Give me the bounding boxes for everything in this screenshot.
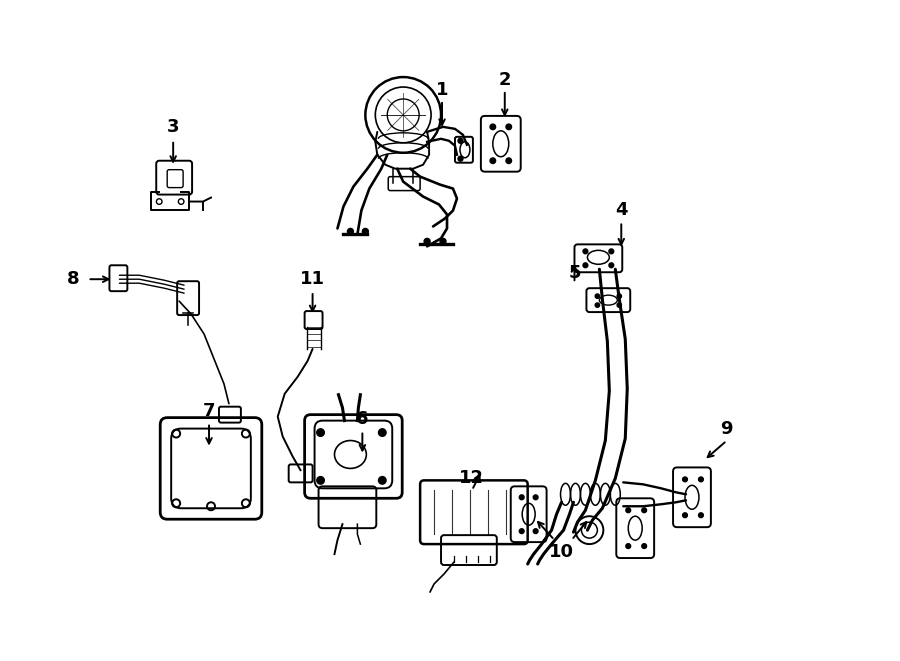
Circle shape [626,544,631,549]
Text: 11: 11 [300,270,325,288]
Circle shape [682,477,688,482]
Text: 7: 7 [202,402,215,420]
Circle shape [440,239,446,245]
Text: 9: 9 [721,420,734,438]
Text: 2: 2 [499,71,511,89]
Circle shape [506,158,511,163]
Circle shape [458,156,463,161]
Text: 8: 8 [68,270,80,288]
Circle shape [379,429,386,436]
Circle shape [609,263,614,268]
Text: 1: 1 [436,81,448,99]
Circle shape [533,529,538,533]
Circle shape [626,508,631,513]
Circle shape [490,124,496,130]
Circle shape [698,513,703,518]
Text: 4: 4 [615,200,627,219]
Circle shape [583,263,588,268]
Text: 6: 6 [356,410,369,428]
Circle shape [490,158,496,163]
Circle shape [682,513,688,518]
Circle shape [519,495,524,500]
Circle shape [458,138,463,143]
Circle shape [317,477,324,484]
Circle shape [617,303,622,307]
Circle shape [519,529,524,533]
Circle shape [698,477,703,482]
Circle shape [347,229,354,235]
Circle shape [506,124,511,130]
Circle shape [533,495,538,500]
Text: 10: 10 [549,543,574,561]
Circle shape [617,294,622,298]
Circle shape [379,477,386,484]
Circle shape [595,294,599,298]
Circle shape [363,229,368,235]
Circle shape [642,508,646,513]
Circle shape [424,239,430,245]
Circle shape [595,303,599,307]
Circle shape [583,249,588,254]
Circle shape [642,544,646,549]
Text: 12: 12 [459,469,484,487]
Circle shape [317,429,324,436]
Circle shape [609,249,614,254]
Text: 5: 5 [568,264,580,282]
Text: 3: 3 [166,118,179,136]
